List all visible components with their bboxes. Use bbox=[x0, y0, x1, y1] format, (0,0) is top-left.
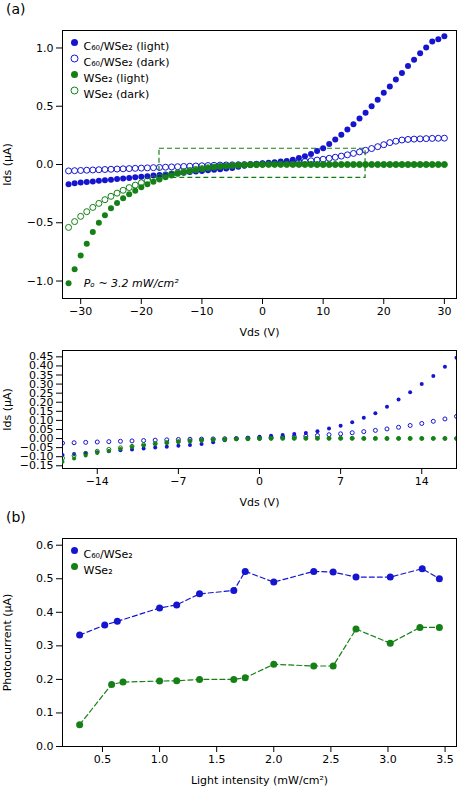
svg-text:14: 14 bbox=[415, 475, 429, 488]
svg-text:WSe₂ (light): WSe₂ (light) bbox=[84, 72, 150, 85]
svg-text:20: 20 bbox=[377, 305, 391, 318]
svg-text:−20: −20 bbox=[130, 305, 153, 318]
svg-text:0.5: 0.5 bbox=[36, 100, 54, 113]
svg-text:0.00: 0.00 bbox=[29, 432, 54, 446]
svg-text:−0.5: −0.5 bbox=[27, 216, 54, 229]
svg-text:0.5: 0.5 bbox=[94, 753, 112, 766]
svg-text:0: 0 bbox=[256, 475, 263, 488]
svg-text:0.3: 0.3 bbox=[36, 639, 54, 652]
svg-text:−14: −14 bbox=[86, 475, 109, 488]
svg-text:Vds (V): Vds (V) bbox=[240, 496, 280, 509]
svg-text:1.0: 1.0 bbox=[151, 753, 169, 766]
svg-text:1.0: 1.0 bbox=[36, 41, 54, 54]
svg-text:30: 30 bbox=[437, 305, 451, 318]
svg-text:2.0: 2.0 bbox=[265, 753, 283, 766]
svg-text:−1.0: −1.0 bbox=[27, 275, 54, 288]
svg-text:0.05: 0.05 bbox=[29, 423, 54, 436]
svg-text:10: 10 bbox=[316, 305, 330, 318]
svg-text:−30: −30 bbox=[69, 305, 92, 318]
svg-text:−0.15: −0.15 bbox=[19, 459, 54, 473]
svg-text:C₆₀/WSe₂ (dark): C₆₀/WSe₂ (dark) bbox=[84, 56, 170, 69]
svg-text:C₆₀/WSe₂ (light): C₆₀/WSe₂ (light) bbox=[84, 40, 170, 53]
svg-text:0: 0 bbox=[259, 305, 266, 318]
svg-text:Light intensity (mW/cm²): Light intensity (mW/cm²) bbox=[191, 774, 328, 787]
svg-text:2.5: 2.5 bbox=[322, 753, 340, 766]
svg-text:WSe₂ (dark): WSe₂ (dark) bbox=[84, 88, 150, 101]
svg-text:0.1: 0.1 bbox=[36, 706, 54, 719]
svg-text:0.4: 0.4 bbox=[36, 606, 54, 619]
svg-text:C₆₀/WSe₂: C₆₀/WSe₂ bbox=[84, 548, 133, 561]
svg-text:7: 7 bbox=[337, 475, 344, 488]
html-text:(a): (a) bbox=[6, 1, 26, 17]
svg-text:−10: −10 bbox=[190, 305, 213, 318]
svg-text:Photocurrent (μA): Photocurrent (μA) bbox=[1, 594, 14, 692]
svg-text:0.10: 0.10 bbox=[29, 413, 54, 427]
svg-text:−7: −7 bbox=[170, 475, 186, 488]
svg-text:Ids (μA): Ids (μA) bbox=[1, 143, 14, 186]
svg-text:0.6: 0.6 bbox=[36, 539, 54, 552]
svg-text:0.20: 0.20 bbox=[29, 395, 54, 409]
svg-text:Vds (V): Vds (V) bbox=[240, 326, 280, 339]
svg-text:WSe₂: WSe₂ bbox=[84, 564, 113, 577]
svg-text:0.5: 0.5 bbox=[36, 572, 54, 585]
svg-text:0.0: 0.0 bbox=[36, 158, 54, 171]
svg-text:0.15: 0.15 bbox=[29, 404, 54, 418]
svg-text:0.25: 0.25 bbox=[29, 386, 54, 400]
svg-text:0.40: 0.40 bbox=[29, 359, 54, 373]
svg-text:−0.05: −0.05 bbox=[19, 441, 54, 455]
svg-text:0.45: 0.45 bbox=[29, 350, 54, 363]
svg-text:3.5: 3.5 bbox=[436, 753, 454, 766]
svg-text:1.5: 1.5 bbox=[208, 753, 226, 766]
svg-text:−0.10: −0.10 bbox=[19, 450, 54, 464]
svg-text:0.35: 0.35 bbox=[29, 368, 54, 382]
svg-text:0.30: 0.30 bbox=[29, 377, 54, 391]
svg-text:Ids (μA): Ids (μA) bbox=[1, 388, 14, 431]
svg-text:Pₒ ~ 3.2 mW/cm²: Pₒ ~ 3.2 mW/cm² bbox=[84, 277, 179, 290]
svg-text:0.2: 0.2 bbox=[36, 673, 54, 686]
svg-text:3.0: 3.0 bbox=[379, 753, 397, 766]
html-text:(b): (b) bbox=[6, 509, 26, 525]
svg-text:0.0: 0.0 bbox=[36, 740, 54, 753]
